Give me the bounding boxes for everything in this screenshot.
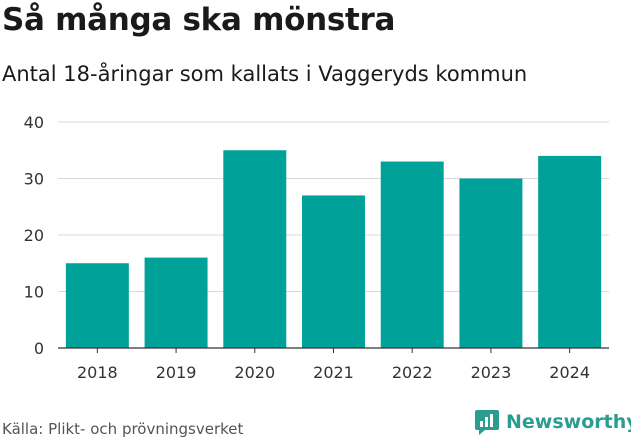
source-note: Källa: Plikt- och prövningsverket <box>2 420 244 438</box>
newsworthy-logo-icon <box>475 410 499 435</box>
bar <box>223 150 287 348</box>
bar <box>538 155 602 348</box>
bar <box>144 257 208 348</box>
chart-title: Så många ska mönstra <box>2 2 396 38</box>
bar <box>380 161 444 348</box>
y-tick-label: 20 <box>24 226 44 245</box>
y-tick-label: 30 <box>24 170 44 189</box>
x-tick-label: 2018 <box>77 363 118 382</box>
x-tick-label: 2023 <box>471 363 512 382</box>
x-tick-label: 2024 <box>549 363 590 382</box>
chart-subtitle: Antal 18-åringar som kallats i Vaggeryds… <box>2 62 528 86</box>
x-tick-label: 2022 <box>392 363 433 382</box>
x-tick-label: 2021 <box>313 363 354 382</box>
x-tick-label: 2019 <box>156 363 197 382</box>
y-tick-label: 10 <box>24 283 44 302</box>
bar-chart: 0 10 20 30 40 2018 2019 2020 2021 2022 2023 2024 <box>24 113 609 382</box>
newsworthy-logo-text: Newsworthy <box>506 411 631 433</box>
x-tick-label: 2020 <box>234 363 275 382</box>
y-tick-label: 40 <box>24 113 44 132</box>
bar <box>65 263 129 348</box>
bar <box>302 195 365 348</box>
bar <box>459 178 523 348</box>
y-tick-label: 0 <box>34 339 44 358</box>
newsworthy-logo[interactable]: Newsworthy <box>474 408 631 436</box>
